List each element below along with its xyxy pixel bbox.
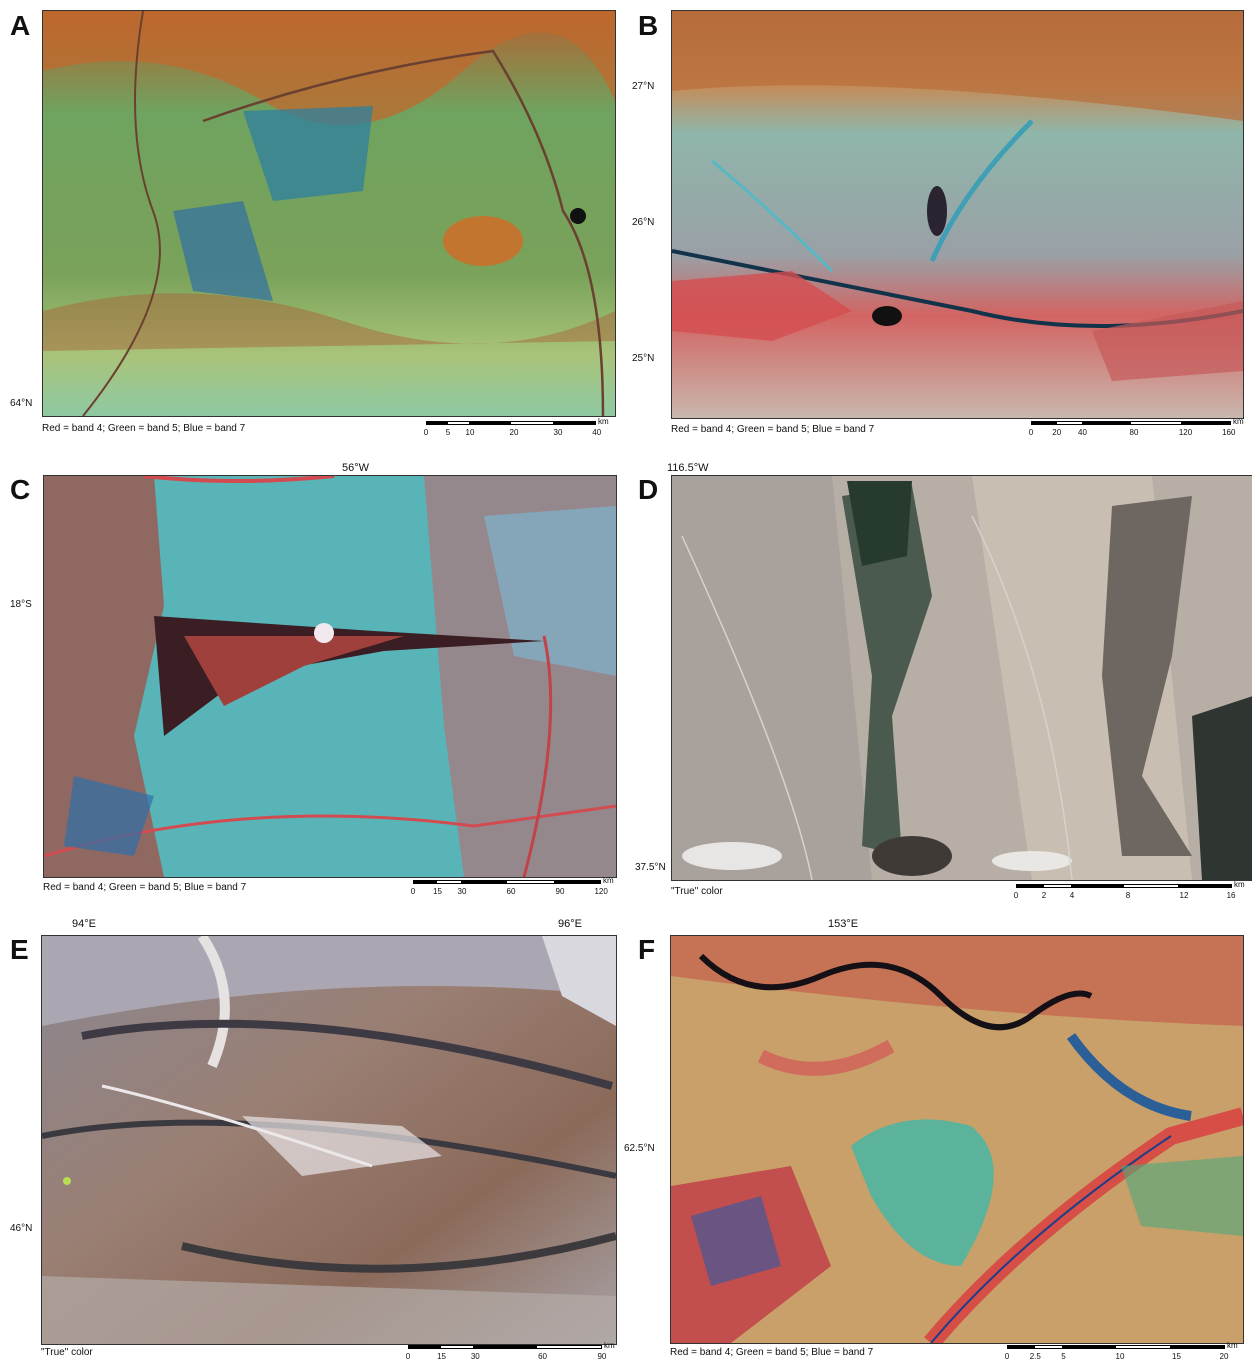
scale-tick: 0 (1004, 1352, 1010, 1361)
scale-tick: 90 (555, 887, 565, 896)
panel-e-letter: E (10, 934, 29, 965)
panel-b-lat-label-26: 26°N (632, 217, 655, 228)
scale-tick: 5 (1061, 1352, 1066, 1361)
panel-a-satellite-image (42, 10, 616, 417)
scale-tick: 4 (1069, 891, 1075, 900)
panel-f-letter: F (638, 934, 656, 965)
scale-tick: 0 (410, 887, 416, 896)
scale-tick: 10 (1115, 1352, 1125, 1361)
panel-d-scale-bar: 0 2 4 8 12 16 km (1013, 880, 1245, 906)
panel-e-lon-label-96: 96°E (558, 918, 582, 930)
panel-f-scale-bar: 0 2.5 5 10 15 20 km (1004, 1341, 1238, 1367)
panel-d-caption: "True" color (671, 886, 723, 897)
scale-tick: 20 (1219, 1352, 1229, 1361)
scale-tick: 30 (457, 887, 467, 896)
scale-unit: km (603, 876, 614, 885)
scale-tick: 16 (1226, 891, 1236, 900)
scale-unit: km (1227, 1341, 1238, 1350)
panel-c-satellite-image (43, 475, 617, 878)
scale-tick: 60 (506, 887, 516, 896)
panel-e-scale-bar: 0 15 30 60 90 km (405, 1341, 615, 1367)
panel-f-lon-label: 153°E (828, 918, 859, 930)
scale-tick: 15 (437, 1352, 446, 1361)
scale-tick: 2.5 (1029, 1352, 1041, 1361)
scale-tick: 15 (1172, 1352, 1181, 1361)
panel-c-scale-bar: 0 15 30 60 90 120 km (410, 876, 614, 902)
scale-tick: 0 (405, 1352, 411, 1361)
scale-tick: 0 (423, 428, 429, 437)
scale-tick: 10 (465, 428, 475, 437)
scale-tick: 30 (470, 1352, 480, 1361)
scale-tick: 2 (1041, 891, 1047, 900)
scale-tick: 90 (597, 1352, 607, 1361)
scale-tick: 40 (592, 428, 602, 437)
panel-d-satellite-image (671, 475, 1252, 881)
panel-c-lon-label: 56°W (342, 462, 370, 474)
scale-tick: 0 (1028, 428, 1034, 437)
panel-e-satellite-image (41, 935, 617, 1345)
scale-tick: 40 (1078, 428, 1087, 437)
scale-tick: 120 (1178, 428, 1193, 437)
panel-b-lat-label-25: 25°N (632, 353, 655, 364)
panel-a-lat-label: 64°N (10, 398, 33, 409)
panel-b-satellite-image (671, 10, 1244, 419)
scale-tick: 20 (1052, 428, 1062, 437)
panel-a-caption: Red = band 4; Green = band 5; Blue = ban… (42, 423, 246, 434)
panel-b-lat-label-27: 27°N (632, 81, 655, 92)
panel-b-caption: Red = band 4; Green = band 5; Blue = ban… (671, 424, 875, 435)
scale-tick: 12 (1179, 891, 1189, 900)
scale-tick: 60 (538, 1352, 547, 1361)
scale-unit: km (1233, 417, 1244, 426)
scale-tick: 30 (553, 428, 563, 437)
scale-tick: 160 (1222, 428, 1236, 437)
panel-b-scale-bar: 0 20 40 80 120 160 km (1028, 417, 1244, 443)
panel-e-lat-label: 46°N (10, 1223, 33, 1234)
panel-a-scale-bar: 0 5 10 20 30 40 km (423, 417, 609, 443)
panel-d-lon-label: 116.5°W (667, 462, 709, 474)
scale-tick: 0 (1013, 891, 1019, 900)
scale-tick: 15 (433, 887, 442, 896)
panel-f-satellite-image (670, 935, 1244, 1344)
scale-unit: km (1234, 880, 1245, 889)
scale-tick: 120 (594, 887, 608, 896)
scale-tick: 20 (509, 428, 519, 437)
scale-tick: 80 (1129, 428, 1139, 437)
scale-tick: 8 (1125, 891, 1131, 900)
scale-tick: 5 (445, 428, 451, 437)
panel-c-lat-label: 18°S (10, 599, 32, 610)
panel-e-caption: "True" color (41, 1347, 93, 1358)
scale-unit: km (598, 417, 609, 426)
panel-e-lon-label-94: 94°E (72, 918, 96, 930)
panel-f-caption: Red = band 4; Green = band 5; Blue = ban… (670, 1347, 874, 1358)
panel-a-letter: A (10, 10, 31, 41)
scale-unit: km (604, 1341, 615, 1350)
panel-d-lat-label: 37.5°N (635, 862, 666, 873)
panel-d-letter: D (638, 474, 659, 505)
panel-c-caption: Red = band 4; Green = band 5; Blue = ban… (43, 882, 247, 893)
panel-f-lat-label: 62.5°N (624, 1143, 655, 1154)
panel-c-letter: C (10, 474, 31, 505)
panel-b-letter: B (638, 10, 659, 41)
